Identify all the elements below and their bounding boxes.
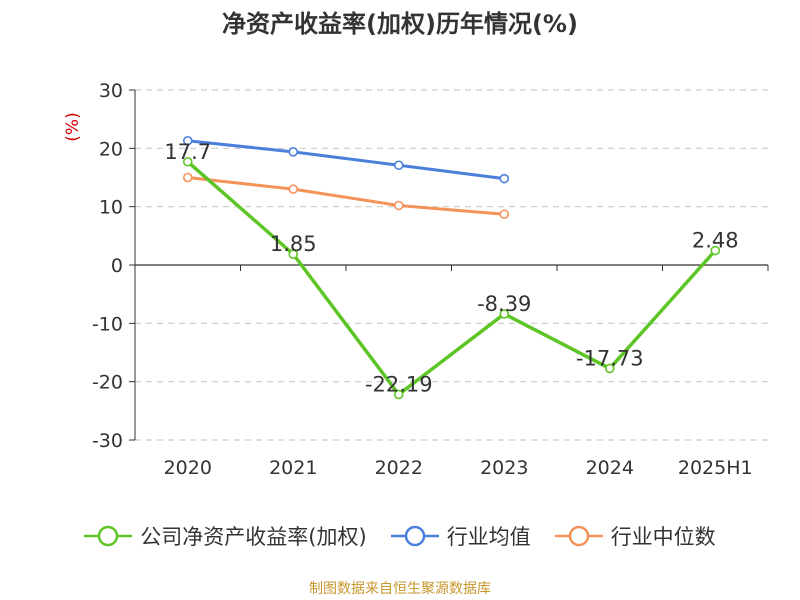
- y-tick-label: -30: [92, 430, 123, 452]
- axes: 30 20 10 0 -10 -20 -30 2020 2021 2022 2023 2024 2025…: [63, 80, 769, 479]
- source-footer: 制图数据来自恒生聚源数据库: [309, 581, 491, 597]
- y-tick-label: 0: [111, 255, 123, 277]
- y-tick-label: -20: [92, 372, 123, 394]
- legend-label: 公司净资产收益率(加权): [140, 525, 367, 549]
- series-line: [186, 160, 717, 397]
- legend-item[interactable]: 公司净资产收益率(加权): [84, 521, 367, 551]
- x-tick-label: 2025H1: [678, 457, 753, 479]
- data-point: [393, 389, 404, 400]
- data-point: [393, 200, 404, 211]
- data-point: [499, 209, 510, 220]
- legend-marker-icon: [554, 525, 603, 547]
- y-axis-label: (%): [63, 112, 83, 141]
- data-point: [604, 363, 615, 374]
- chart-title: 净资产收益率(加权)历年情况(%): [222, 10, 578, 38]
- y-tick-label: -10: [92, 313, 123, 335]
- legend-label: 行业中位数: [610, 525, 716, 549]
- y-tick-label: 20: [99, 138, 123, 160]
- x-tick-label: 2022: [375, 457, 423, 479]
- data-label: 1.85: [270, 232, 317, 256]
- data-point: [288, 184, 299, 194]
- data-point: [288, 147, 299, 157]
- legend-item[interactable]: 行业均值: [390, 521, 531, 551]
- data-point: [182, 156, 193, 167]
- series-line: [187, 176, 505, 216]
- series-line: [187, 139, 505, 181]
- x-tick-label: 2024: [586, 457, 634, 479]
- y-tick-label: 30: [99, 80, 123, 102]
- y-tick-label: 10: [99, 197, 123, 219]
- series-lines: [182, 135, 721, 400]
- data-label: 2.48: [692, 229, 739, 253]
- data-point: [182, 172, 193, 183]
- legend-label: 行业均值: [446, 525, 531, 549]
- data-label: 17.7: [164, 140, 211, 164]
- data-point: [393, 160, 404, 171]
- legend-marker-icon: [390, 525, 439, 547]
- data-point: [710, 245, 721, 256]
- data-labels: 17.7 1.85 -22.19 -8.39 -17.73 2.48: [164, 140, 738, 397]
- line-chart: 30 20 10 0 -10 -20 -30 2020 2021 2022 2023 2024 2025…: [63, 80, 769, 479]
- data-point: [182, 135, 193, 146]
- legend-item[interactable]: 行业中位数: [554, 521, 716, 551]
- data-point: [288, 249, 299, 260]
- x-tick-label: 2020: [164, 457, 212, 479]
- data-label: -17.73: [576, 346, 644, 370]
- data-label: -22.19: [365, 372, 433, 396]
- data-point: [499, 173, 510, 184]
- x-tick-label: 2021: [269, 457, 317, 479]
- chart-legend: 公司净资产收益率(加权) 行业均值 行业中位数: [0, 520, 800, 552]
- data-point: [499, 309, 510, 319]
- legend-marker-icon: [84, 525, 133, 547]
- x-tick-label: 2023: [480, 457, 528, 479]
- data-label: -8.39: [477, 292, 531, 316]
